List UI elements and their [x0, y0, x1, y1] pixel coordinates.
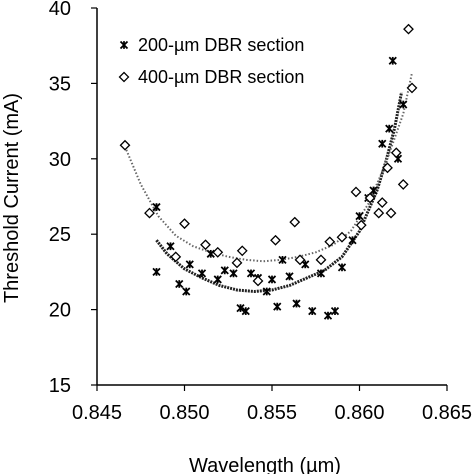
point-200um [152, 267, 161, 277]
point-400um [144, 207, 155, 219]
point-200um [236, 303, 245, 313]
point-200um [388, 56, 397, 65]
x-tick-label: 0.865 [422, 402, 472, 424]
point-200um [185, 260, 194, 269]
point-400um [289, 216, 301, 228]
y-tick-label: 20 [49, 300, 71, 322]
point-400um [119, 139, 131, 151]
point-200um [206, 249, 215, 258]
y-tick-label: 30 [49, 149, 71, 171]
point-200um [213, 275, 222, 284]
point-400um [355, 219, 367, 231]
point-200um [246, 269, 256, 278]
point-200um [399, 100, 408, 109]
point-200um [323, 311, 333, 320]
point-200um [166, 242, 175, 251]
x-axis-title: Wavelength (µm) [189, 455, 341, 474]
point-400um [170, 251, 182, 263]
point-400um [336, 231, 348, 243]
fit-curves [124, 72, 413, 294]
point-200um [262, 287, 271, 296]
legend-item-200um: 200-µm DBR section [119, 35, 304, 55]
point-200um [182, 287, 191, 296]
point-200um [316, 269, 326, 278]
point-400um [315, 254, 327, 266]
point-200um [292, 299, 301, 308]
point-400um [385, 207, 397, 219]
point-400um [212, 246, 224, 258]
axis-ticks: 0.845 0.850 0.855 0.860 0.865 15 20 25 30 35 40 [49, 0, 472, 424]
point-400um [382, 162, 393, 174]
legend-diamond-icon [118, 71, 130, 83]
point-200um [278, 255, 287, 264]
legend: 200-µm DBR section 400-µm DBR section [118, 35, 304, 87]
x-tick-label: 0.845 [72, 402, 122, 424]
legend-marker-diamond [118, 71, 130, 83]
y-tick-label: 25 [49, 224, 71, 246]
point-200um [197, 269, 207, 278]
point-200um [267, 275, 277, 284]
point-200um [378, 139, 387, 148]
point-200um [369, 186, 378, 195]
legend-item-400um: 400-µm DBR section [118, 67, 304, 87]
point-200um [273, 302, 282, 311]
legend-label-400um: 400-µm DBR section [138, 67, 304, 87]
point-200um [285, 272, 294, 281]
point-400um [376, 197, 388, 208]
point-200um [337, 263, 347, 272]
point-200um [241, 306, 250, 316]
fit-curve-200um [155, 92, 403, 294]
point-400um [231, 257, 243, 269]
point-200um [175, 279, 184, 289]
point-400um [236, 245, 248, 257]
point-400um [364, 192, 376, 204]
point-200um [348, 236, 357, 245]
point-400um [390, 147, 402, 159]
x-tick-label: 0.850 [159, 402, 209, 424]
point-200um [330, 306, 340, 316]
point-400um [270, 234, 281, 246]
legend-label-200um: 200-µm DBR section [138, 35, 304, 55]
point-400um [406, 82, 418, 94]
point-400um [200, 239, 211, 251]
point-400um [373, 207, 385, 219]
fit-curve-400um [124, 72, 413, 263]
point-200um [355, 211, 364, 221]
point-400um [179, 218, 190, 230]
x-tick-label: 0.855 [247, 402, 297, 424]
legend-asterisk-icon [119, 40, 129, 50]
y-axis-title: Threshold Current (mA) [1, 93, 23, 303]
point-400um [350, 186, 362, 198]
point-400um [252, 275, 264, 287]
point-200um [152, 202, 161, 212]
point-400um [294, 254, 306, 266]
y-tick-label: 15 [49, 375, 71, 397]
x-tick-label: 0.860 [334, 402, 384, 424]
point-200um [220, 266, 229, 275]
point-400um [403, 23, 414, 35]
point-200um [229, 269, 238, 278]
point-200um [308, 306, 317, 316]
y-tick-label: 35 [49, 73, 71, 95]
point-400um [397, 179, 409, 190]
legend-marker-asterisk [119, 40, 129, 50]
data-markers [119, 23, 418, 320]
point-200um [385, 124, 394, 133]
point-400um [324, 236, 336, 248]
y-tick-label: 40 [49, 0, 71, 20]
plot-axes [96, 8, 447, 386]
